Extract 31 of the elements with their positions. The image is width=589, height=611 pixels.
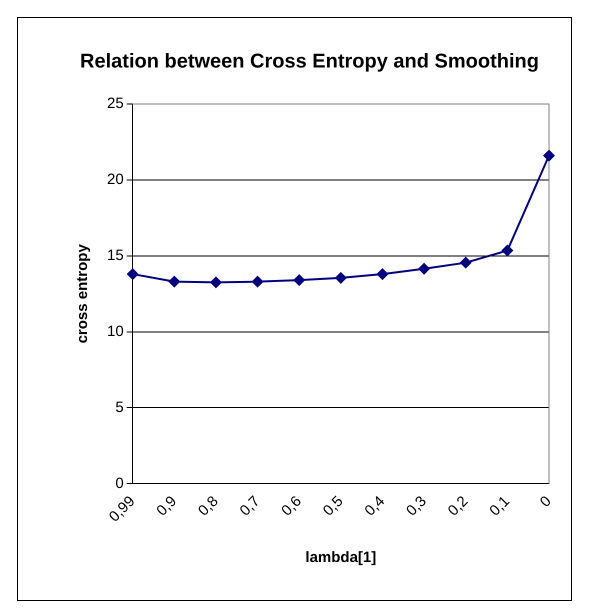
x-tick-label: 0 (536, 492, 555, 511)
x-tick-label: 0,6 (278, 492, 305, 520)
point (543, 150, 555, 162)
y-tick-label: 10 (106, 322, 124, 340)
x-tick-label: 0,4 (361, 492, 388, 520)
point (460, 256, 472, 269)
x-tick-label: 0,7 (236, 492, 264, 520)
y-axis-title: cross entropy (74, 244, 92, 344)
x-tick-label: 0,5 (320, 492, 347, 520)
point (418, 262, 430, 275)
y-tick-label: 15 (106, 246, 124, 264)
x-tick-label: 0,1 (486, 492, 514, 520)
point (501, 244, 514, 257)
point (334, 272, 347, 284)
point (252, 276, 264, 288)
y-tick-label: 20 (106, 171, 124, 188)
x-tick-label: 0,2 (444, 492, 472, 520)
point (168, 276, 180, 288)
y-tick-label: 25 (106, 95, 124, 112)
x-axis-title: lambda[1] (305, 549, 376, 566)
point (376, 268, 388, 280)
x-tick-label: 0,8 (194, 492, 222, 520)
point (126, 268, 139, 280)
x-tick-label: 0,99 (106, 492, 138, 526)
x-tick-label: 0,9 (153, 492, 180, 520)
x-tick-label: 0,3 (403, 492, 430, 520)
y-tick-label: 0 (115, 474, 124, 492)
chart-title: Relation between Cross Entropy and Smoothing (80, 50, 539, 73)
point (293, 274, 306, 286)
y-tick-label: 5 (115, 398, 124, 416)
point (210, 276, 222, 288)
